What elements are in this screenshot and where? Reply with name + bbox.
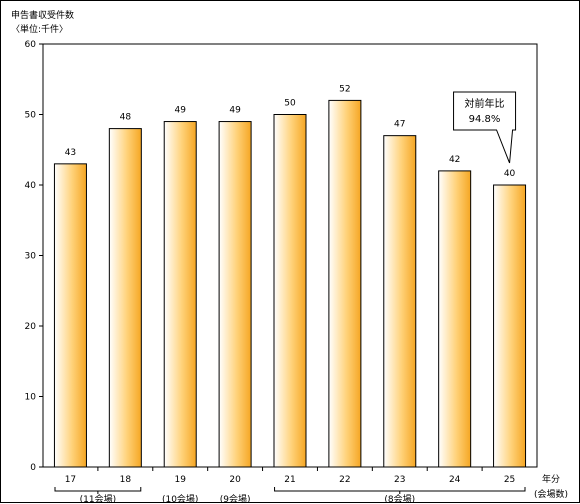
x-tick-label: 25 xyxy=(504,475,515,485)
bar xyxy=(273,114,307,468)
bar-value-label: 42 xyxy=(449,155,460,165)
y-tick-label: 20 xyxy=(25,322,37,332)
bar-value-label: 50 xyxy=(284,99,296,109)
y-tick-label: 50 xyxy=(25,111,37,121)
callout-bubble xyxy=(453,91,517,164)
yoy-callout: 対前年比 94.8% xyxy=(453,91,517,164)
x-tick-label: 21 xyxy=(284,475,295,485)
bar xyxy=(163,121,197,468)
bar-value-label: 49 xyxy=(229,106,241,116)
venue-bracket xyxy=(54,487,142,494)
y-tick-label: 40 xyxy=(25,181,37,191)
x-axis-subtitle: (会場数) xyxy=(534,488,568,500)
y-axis-unit: 〈単位:千件〉 xyxy=(11,23,68,35)
x-tick-label: 22 xyxy=(339,475,350,485)
bar-value-label: 52 xyxy=(339,84,350,94)
bar xyxy=(383,135,417,468)
venue-bracket xyxy=(274,487,526,494)
bar xyxy=(108,128,142,468)
callout-value: 94.8% xyxy=(469,114,501,125)
bar xyxy=(53,163,87,468)
bar-value-label: 47 xyxy=(394,120,405,130)
x-tick-label: 24 xyxy=(449,475,461,485)
venue-label: (8会場) xyxy=(384,493,415,504)
y-tick-label: 0 xyxy=(30,463,36,473)
bar-value-label: 49 xyxy=(174,106,186,116)
y-axis: 0 10 20 30 40 50 60 xyxy=(25,40,43,473)
bar-value-label: 40 xyxy=(504,169,516,179)
y-tick-label: 10 xyxy=(25,393,37,403)
bar-value-label: 43 xyxy=(65,148,76,158)
x-tick-label: 17 xyxy=(65,475,76,485)
y-tick-label: 60 xyxy=(25,40,37,50)
x-axis: 17 18 19 20 21 22 23 24 25 xyxy=(65,467,515,485)
x-tick-label: 18 xyxy=(120,475,132,485)
bar xyxy=(218,121,252,468)
bar-value-label: 48 xyxy=(120,113,132,123)
x-axis-title: 年分 xyxy=(542,473,560,485)
y-tick-label: 30 xyxy=(25,252,37,262)
venue-label: (10会場) xyxy=(162,493,198,504)
bar xyxy=(438,170,472,468)
y-axis-title: 申告書収受件数 xyxy=(11,9,74,21)
x-tick-label: 20 xyxy=(229,475,241,485)
x-tick-label: 19 xyxy=(174,475,186,485)
bar xyxy=(328,99,362,468)
callout-label: 対前年比 xyxy=(465,97,505,110)
venue-groups: (11会場) (10会場) (9会場) (8会場) xyxy=(54,487,526,504)
bars: 43 48 49 49 50 52 47 42 40 xyxy=(53,84,527,468)
bar xyxy=(493,184,527,468)
venue-label: (9会場) xyxy=(220,493,251,504)
venue-label: (11会場) xyxy=(80,493,116,504)
x-tick-label: 23 xyxy=(394,475,405,485)
